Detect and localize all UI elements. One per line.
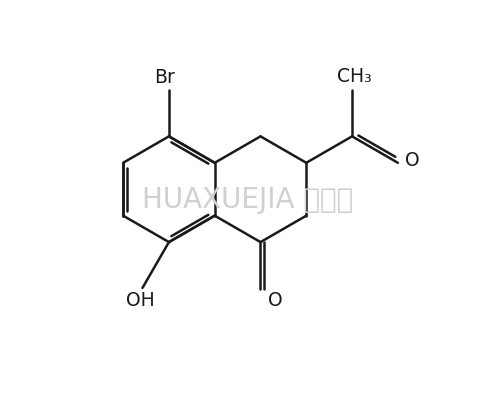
Text: O: O [405, 151, 420, 170]
Text: Br: Br [155, 68, 176, 87]
Text: O: O [267, 290, 282, 310]
Text: HUAXUEJIA 化学加: HUAXUEJIA 化学加 [142, 186, 354, 214]
Text: OH: OH [126, 291, 155, 310]
Text: CH₃: CH₃ [337, 67, 372, 86]
